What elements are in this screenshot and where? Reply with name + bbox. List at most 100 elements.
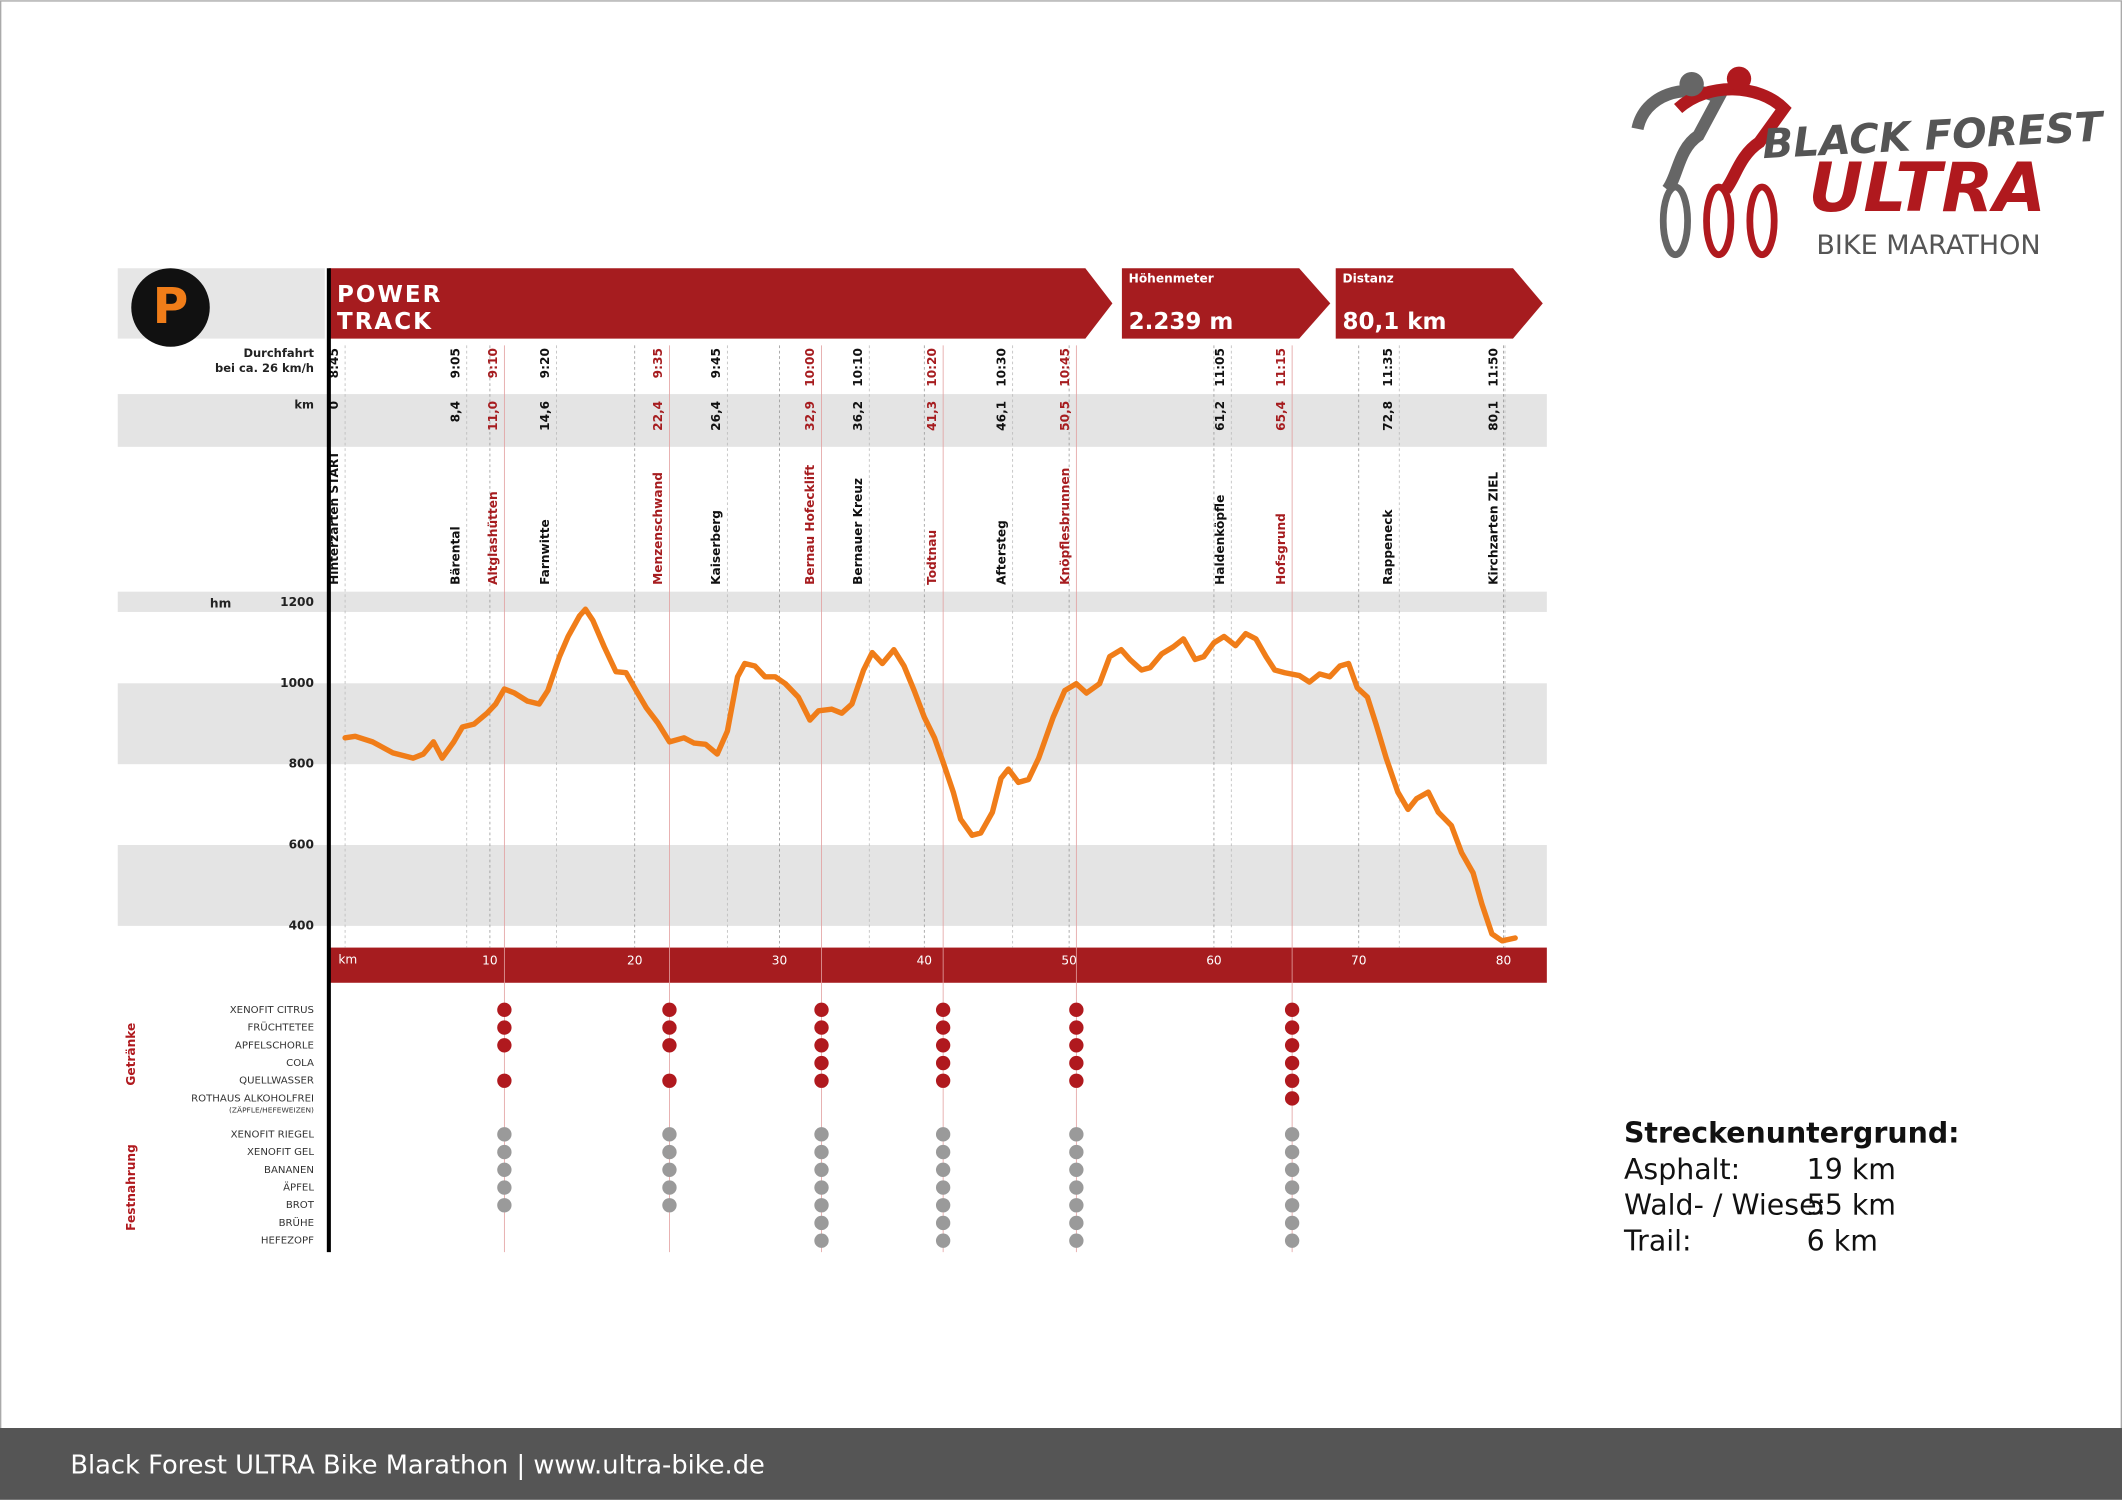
checkpoint-time: 9:35 bbox=[651, 348, 665, 378]
checkpoint-time: 11:50 bbox=[1487, 348, 1501, 387]
checkpoint-time: 11:35 bbox=[1381, 348, 1395, 387]
supply-dot bbox=[497, 1180, 512, 1195]
y-axis-label: hm bbox=[210, 596, 231, 610]
supply-dot bbox=[814, 1233, 829, 1248]
checkpoint-name: Todtnau bbox=[925, 530, 939, 585]
supply-dot bbox=[497, 1020, 512, 1035]
y-tick-label: 1000 bbox=[280, 676, 314, 690]
checkpoint-time: 10:10 bbox=[851, 348, 865, 387]
elevation-line bbox=[342, 606, 1518, 944]
x-tick-label: 60 bbox=[1206, 954, 1221, 968]
supply-dot bbox=[814, 1055, 829, 1071]
supply-dot bbox=[1069, 1233, 1084, 1248]
supply-dot bbox=[935, 1055, 951, 1071]
row-label: Durchfahrt bbox=[243, 346, 314, 360]
y-tick-label: 600 bbox=[289, 838, 314, 852]
supply-dot bbox=[1069, 1020, 1084, 1035]
checkpoint-name: Bernau Hofecklift bbox=[803, 465, 817, 585]
supply-dot bbox=[1284, 1038, 1300, 1053]
checkpoint-time: 10:20 bbox=[925, 348, 939, 387]
checkpoint-km: 8,4 bbox=[448, 401, 462, 423]
supply-dot bbox=[497, 1038, 512, 1053]
footer-band bbox=[0, 1428, 2122, 1500]
supply-dot bbox=[814, 1215, 829, 1231]
checkpoint-time: 9:45 bbox=[709, 348, 723, 378]
supply-dot bbox=[1069, 1073, 1084, 1088]
x-tick-label: 70 bbox=[1351, 954, 1366, 968]
surface-label: Wald- / Wiese: bbox=[1624, 1189, 1826, 1222]
supply-dot bbox=[935, 1162, 951, 1177]
checkpoint-km: 11,0 bbox=[486, 401, 500, 431]
supply-name: QUELLWASSER bbox=[239, 1076, 314, 1087]
band bbox=[117, 683, 1547, 765]
checkpoint-name: Bärental bbox=[448, 526, 462, 585]
supply-dot bbox=[1069, 1002, 1084, 1018]
supply-name: XENOFIT RIEGEL bbox=[231, 1129, 315, 1140]
band bbox=[117, 845, 1547, 926]
supply-dot bbox=[935, 1180, 951, 1195]
checkpoint-km: 0 bbox=[327, 401, 341, 409]
supply-dot bbox=[935, 1215, 951, 1231]
distance-value: 80,1 km bbox=[1342, 309, 1446, 335]
checkpoint-km: 80,1 bbox=[1487, 401, 1501, 431]
row-label: bei ca. 26 km/h bbox=[215, 361, 314, 375]
x-tick-label: 20 bbox=[627, 954, 642, 968]
supply-dot bbox=[1284, 1144, 1300, 1160]
checkpoint-km: 14,6 bbox=[538, 401, 552, 431]
x-tick-label: 40 bbox=[917, 954, 932, 968]
checkpoint-km: 36,2 bbox=[851, 401, 865, 431]
supply-dot bbox=[497, 1127, 512, 1142]
supply-dot bbox=[814, 1002, 829, 1018]
surface-title: Streckenuntergrund: bbox=[1624, 1116, 1960, 1149]
checkpoint-name: Rappeneck bbox=[1381, 509, 1395, 585]
checkpoint-time: 10:00 bbox=[803, 348, 817, 387]
supply-dot bbox=[1284, 1073, 1300, 1088]
supply-dot bbox=[1284, 1127, 1300, 1142]
supply-dot bbox=[935, 1198, 951, 1213]
checkpoint-km: 22,4 bbox=[651, 401, 665, 431]
supply-dot bbox=[1284, 1162, 1300, 1177]
supply-name: XENOFIT CITRUS bbox=[230, 1005, 314, 1016]
checkpoint-time: 9:05 bbox=[448, 348, 462, 378]
band bbox=[117, 591, 1547, 612]
checkpoint-name: Menzenschwand bbox=[651, 472, 665, 585]
supply-dot bbox=[662, 1073, 677, 1088]
checkpoint-km: 65,4 bbox=[1274, 401, 1288, 431]
checkpoint-name: Bernauer Kreuz bbox=[851, 478, 865, 585]
checkpoint-km: 46,1 bbox=[994, 401, 1008, 431]
km-row-band bbox=[117, 394, 1547, 447]
checkpoint-name: Hofsgrund bbox=[1274, 513, 1288, 585]
supply-dot bbox=[814, 1180, 829, 1195]
supply-dot bbox=[935, 1144, 951, 1160]
supply-dot bbox=[935, 1073, 951, 1088]
supply-name: ÄPFEL bbox=[283, 1181, 314, 1194]
x-tick-label: 80 bbox=[1496, 954, 1511, 968]
supply-dot bbox=[662, 1127, 677, 1142]
checkpoint-name: Kirchzarten ZIEL bbox=[1487, 472, 1501, 585]
supply-dot bbox=[814, 1127, 829, 1142]
checkpoint-name: Altglashütten bbox=[486, 491, 500, 585]
supply-dot bbox=[935, 1233, 951, 1248]
supply-dot bbox=[814, 1144, 829, 1160]
x-tick-label: 50 bbox=[1061, 954, 1076, 968]
supply-dot bbox=[814, 1038, 829, 1053]
surface-label: Asphalt: bbox=[1624, 1153, 1740, 1186]
supply-dot bbox=[1284, 1002, 1300, 1018]
supply-dot bbox=[935, 1002, 951, 1018]
supply-dot bbox=[1284, 1233, 1300, 1248]
supply-group: Getränke bbox=[124, 1023, 138, 1086]
surface-label: Trail: bbox=[1623, 1225, 1692, 1258]
checkpoint-name: Haldenköpfle bbox=[1213, 495, 1227, 585]
elevation-banner bbox=[1121, 268, 1331, 339]
distance-label: Distanz bbox=[1342, 272, 1393, 286]
supply-dot bbox=[497, 1162, 512, 1177]
supply-dot bbox=[814, 1162, 829, 1177]
supply-dot bbox=[497, 1198, 512, 1213]
supply-group: Festnahrung bbox=[124, 1144, 138, 1231]
supply-dot bbox=[1284, 1180, 1300, 1195]
title-banner bbox=[328, 268, 1113, 339]
supply-dot bbox=[662, 1020, 677, 1035]
x-tick-label: 10 bbox=[482, 954, 497, 968]
elevation-value: 2.239 m bbox=[1129, 309, 1234, 335]
supply-dot bbox=[1069, 1162, 1084, 1177]
